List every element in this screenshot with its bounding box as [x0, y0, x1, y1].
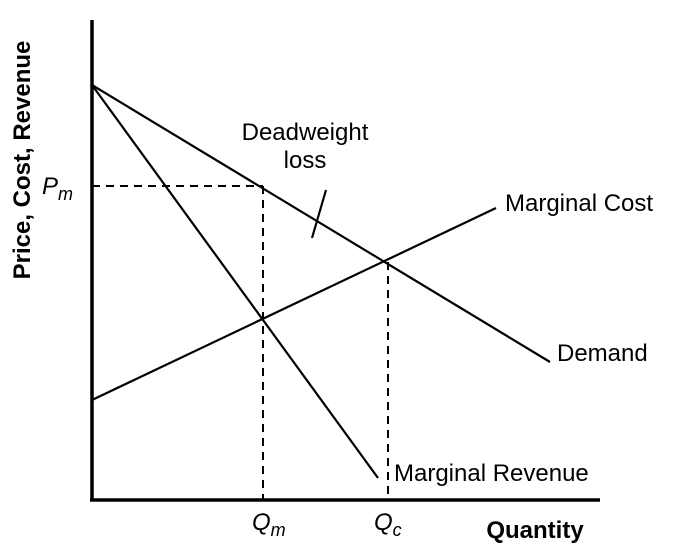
qm-symbol: Q	[252, 509, 271, 536]
qc-label: Qc	[374, 509, 402, 540]
deadweight-label: Deadweight	[242, 119, 369, 146]
x-axis-label: Quantity	[486, 517, 584, 544]
marginal-cost-label: Marginal Cost	[505, 190, 653, 217]
deadweight-pointer	[310, 189, 328, 239]
deadweight-label: loss	[284, 147, 327, 174]
y-axis-label: Price, Cost, Revenue	[9, 41, 36, 280]
demand-label: Demand	[557, 340, 648, 367]
marginal-cost-curve	[91, 207, 497, 401]
demand-curve	[91, 84, 551, 363]
qm-subscript: m	[271, 520, 286, 540]
pm-subscript: m	[58, 184, 73, 204]
marginal-revenue-curve	[91, 84, 379, 479]
pm-symbol: P	[42, 173, 58, 200]
pm-label: Pm	[42, 173, 73, 204]
qm-label: Qm	[252, 509, 286, 540]
qc-subscript: c	[393, 520, 402, 540]
qc-symbol: Q	[374, 509, 393, 536]
marginal-revenue-label: Marginal Revenue	[394, 460, 589, 487]
